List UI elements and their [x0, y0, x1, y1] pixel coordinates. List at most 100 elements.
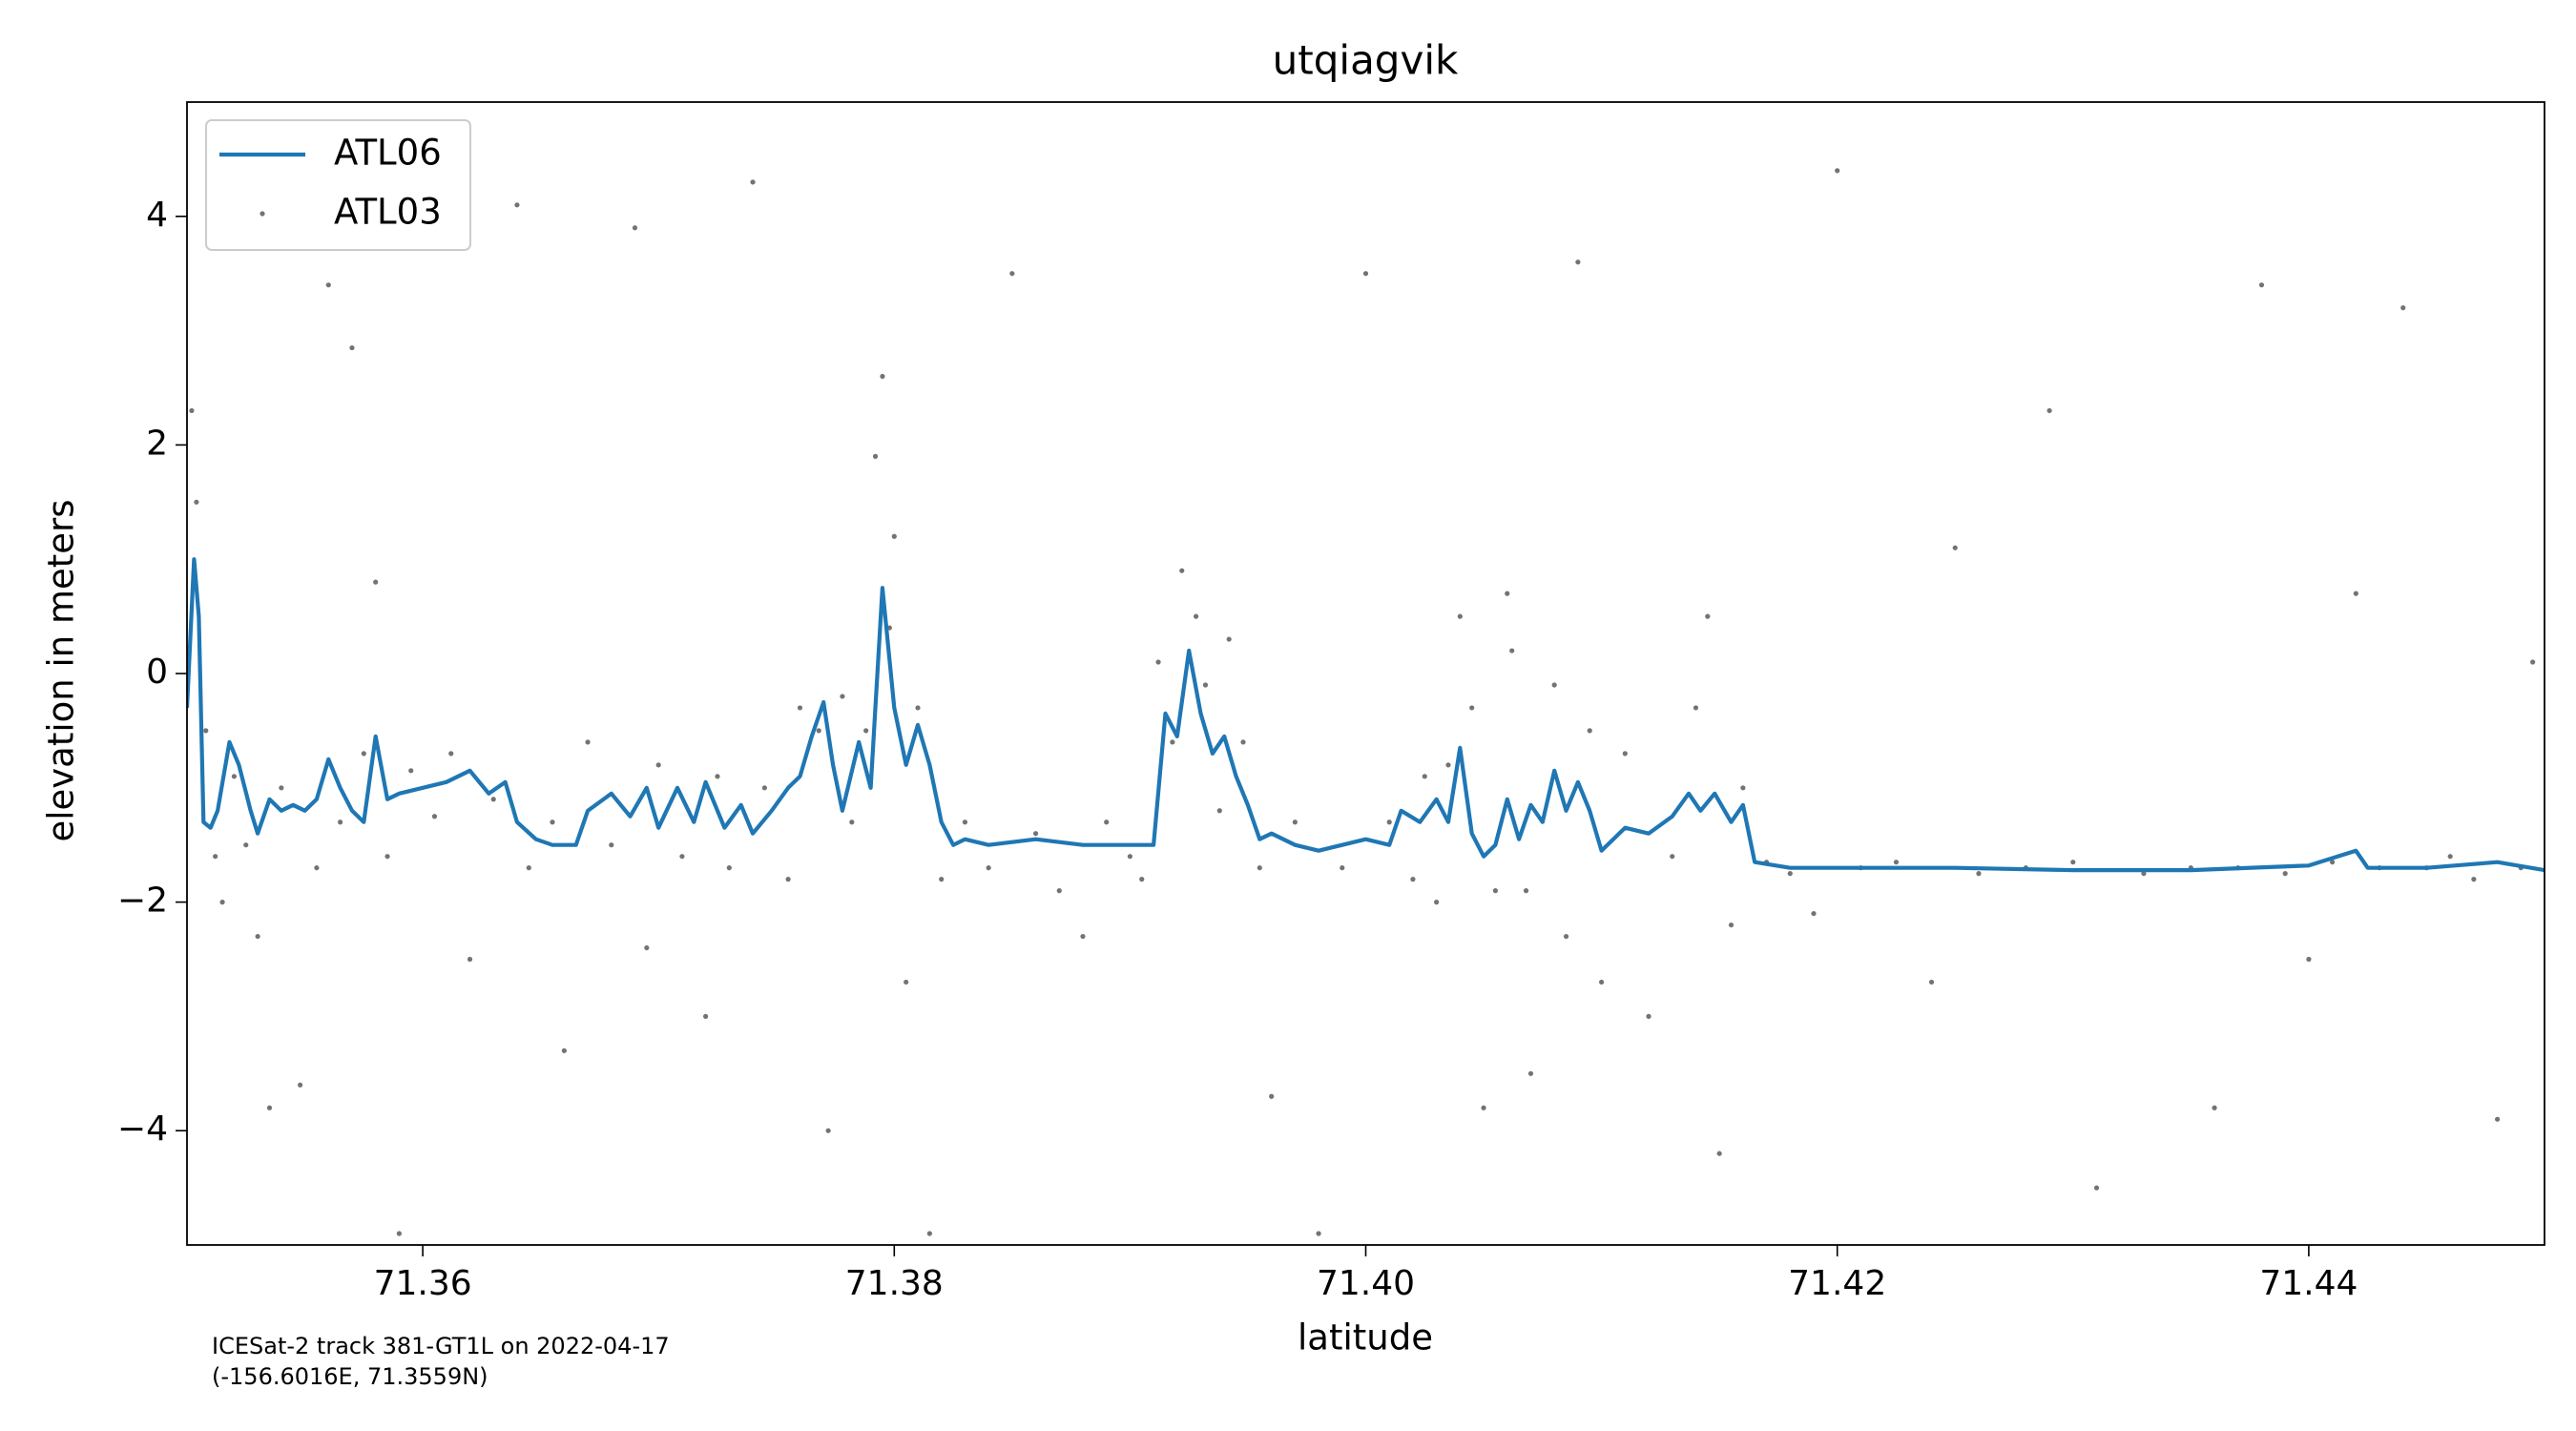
point: [1104, 819, 1110, 825]
point: [986, 865, 991, 871]
footnote: (-156.6016E, 71.3559N): [212, 1363, 488, 1390]
point: [1469, 705, 1475, 711]
y-tick-label: 2: [146, 424, 168, 463]
point: [863, 728, 869, 734]
point: [1811, 910, 1817, 917]
point: [490, 797, 496, 802]
line: [187, 557, 2545, 873]
point: [1269, 1093, 1275, 1099]
plot-area: [187, 168, 2545, 1236]
point: [1386, 819, 1392, 825]
point: [314, 865, 320, 871]
point: [1170, 739, 1175, 745]
point: [1523, 888, 1529, 894]
point: [726, 865, 732, 871]
point: [2212, 1105, 2217, 1110]
point: [1575, 259, 1581, 265]
point: [1193, 613, 1199, 619]
point: [2282, 871, 2288, 877]
point: [384, 854, 390, 860]
point: [825, 1128, 831, 1133]
point: [467, 956, 473, 963]
point: [1056, 888, 1062, 894]
point: [396, 1231, 402, 1236]
point: [1240, 739, 1246, 745]
point: [761, 785, 767, 791]
point: [255, 933, 260, 940]
point: [431, 814, 438, 819]
point: [632, 225, 638, 231]
point: [526, 865, 531, 871]
axes-frame: [186, 101, 2545, 1246]
point: [1226, 636, 1232, 642]
point: [231, 774, 238, 779]
point: [1705, 613, 1711, 619]
point: [939, 877, 945, 882]
point: [1693, 705, 1699, 711]
point: [2070, 860, 2076, 865]
point: [1976, 871, 1982, 877]
point: [1928, 979, 1935, 985]
point: [840, 694, 845, 699]
point: [1179, 568, 1185, 573]
point: [750, 179, 756, 185]
point: [703, 1013, 709, 1019]
point: [448, 751, 454, 757]
point: [1445, 762, 1451, 768]
footnote: ICESat-2 track 381-GT1L on 2022-04-17: [212, 1333, 670, 1359]
point: [1155, 659, 1161, 665]
point: [1740, 785, 1746, 791]
point: [849, 819, 855, 825]
point: [1551, 682, 1557, 688]
point: [1587, 728, 1592, 734]
legend-swatch: [260, 211, 265, 217]
point: [1505, 591, 1510, 596]
point: [1787, 871, 1793, 877]
point: [194, 499, 199, 505]
point: [408, 768, 414, 774]
point: [1509, 648, 1515, 653]
point: [1080, 933, 1086, 940]
point: [2093, 1185, 2100, 1191]
point: [550, 819, 555, 825]
point: [1340, 865, 1345, 871]
point: [1492, 888, 1499, 894]
point: [880, 373, 885, 380]
point: [279, 785, 284, 791]
point: [203, 728, 209, 734]
point: [1563, 933, 1569, 940]
y-tick-label: −2: [117, 881, 168, 921]
point: [2046, 407, 2052, 414]
point: [2471, 877, 2477, 882]
point: [904, 979, 909, 985]
y-axis-label: elevation in meters: [41, 499, 82, 841]
point: [1952, 545, 1958, 550]
point: [1216, 808, 1222, 814]
point: [1835, 168, 1840, 174]
point: [338, 819, 343, 825]
point: [1292, 819, 1298, 825]
point: [1893, 860, 1900, 865]
point: [2447, 854, 2453, 860]
point: [679, 854, 685, 860]
point: [1362, 271, 1369, 277]
point: [2494, 1116, 2501, 1122]
point: [1728, 922, 1735, 928]
point: [298, 1082, 303, 1088]
x-tick-label: 71.40: [1317, 1264, 1415, 1303]
point: [2258, 282, 2265, 288]
point: [1422, 774, 1427, 779]
point: [325, 282, 331, 288]
point: [1316, 1231, 1321, 1236]
point: [1009, 271, 1015, 277]
point: [609, 842, 614, 848]
point: [1127, 854, 1132, 860]
chart-title: utqiagvik: [1273, 37, 1459, 84]
point: [361, 751, 366, 757]
point: [219, 900, 225, 905]
legend: ATL06 ATL03: [205, 119, 471, 251]
point: [1622, 751, 1628, 757]
point: [585, 739, 591, 745]
point: [213, 854, 218, 860]
